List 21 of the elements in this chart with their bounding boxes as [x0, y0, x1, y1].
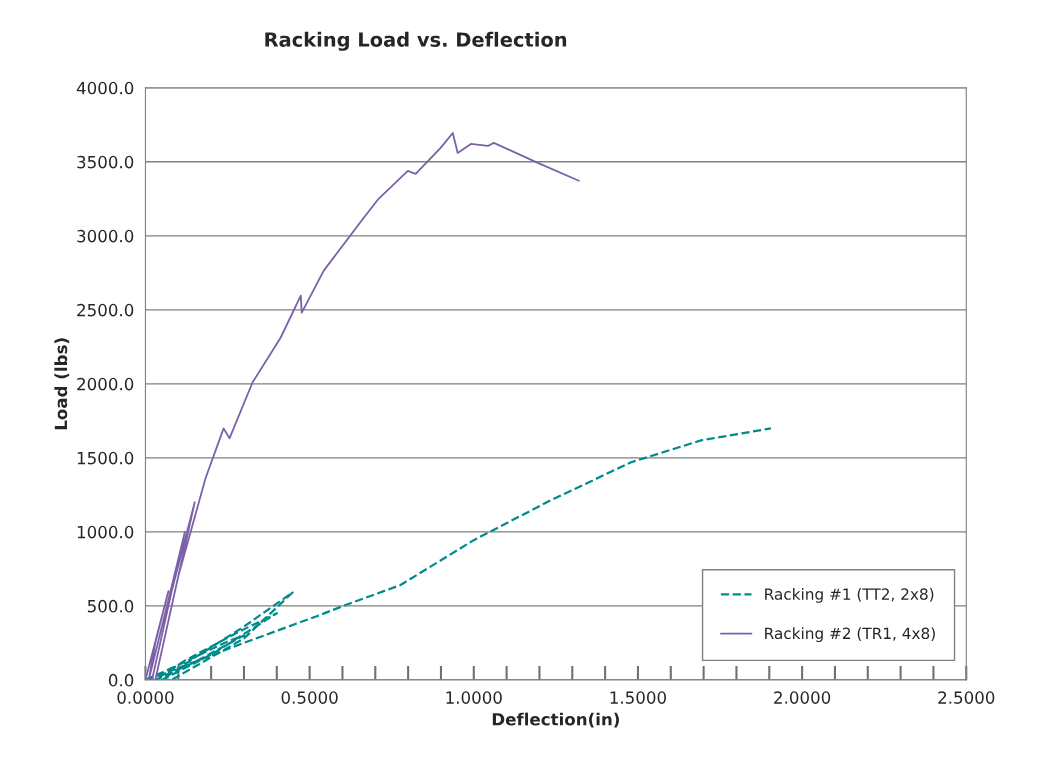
y-axis-title: Load (lbs) [54, 338, 70, 430]
x-tick-label: 2.0000 [774, 691, 831, 704]
chart-title: Racking Load vs. Deflection [265, 31, 567, 51]
y-tick-label: 3000.0 [77, 229, 134, 243]
line-series [145, 132, 580, 680]
y-tick-label: 1000.0 [77, 525, 134, 539]
y-tick-label: 2500.0 [77, 303, 134, 317]
y-tick-label: 500.0 [87, 599, 134, 613]
x-tick-label: 2.5000 [938, 691, 995, 704]
x-tick-label: 0.5000 [281, 691, 338, 704]
y-tick-label: 1500.0 [77, 451, 134, 465]
legend-label: Racking #2 (TR1, 4x8) [765, 627, 935, 643]
y-tick-label: 3500.0 [77, 155, 134, 169]
y-tick-label: 0.0 [108, 673, 134, 687]
x-axis-title: Deflection(in) [492, 712, 619, 728]
y-tick-label: 2000.0 [77, 377, 134, 391]
x-tick-label: 0.0000 [117, 691, 174, 704]
x-tick-label: 1.0000 [446, 691, 502, 704]
legend-label: Racking #1 (TT2, 2x8) [765, 588, 934, 603]
x-tick-label: 1.5000 [610, 691, 666, 704]
y-tick-label: 4000.0 [76, 81, 134, 95]
